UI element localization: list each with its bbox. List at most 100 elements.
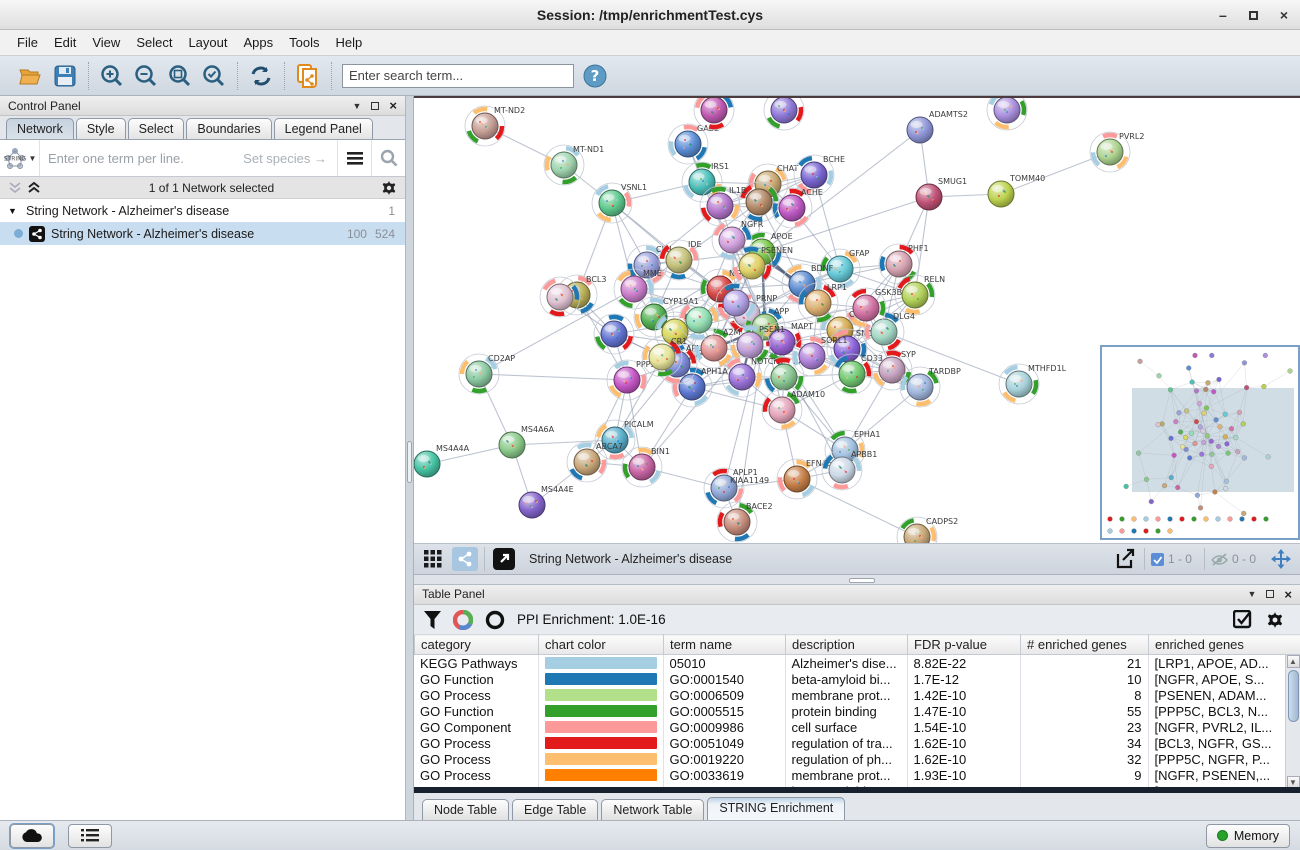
pie-chart-icon[interactable] [453, 609, 473, 630]
network-node[interactable]: PSENEN [731, 245, 793, 287]
collapse-all-icon[interactable] [8, 181, 23, 194]
network-node[interactable]: IL1B [699, 185, 746, 227]
select-all-check-icon[interactable] [1233, 610, 1252, 629]
scrollbar-thumb[interactable] [1287, 670, 1299, 723]
network-node[interactable]: PICALM [594, 419, 654, 461]
col-term-name[interactable]: term name [663, 634, 786, 656]
network-node[interactable] [715, 282, 757, 324]
network-node[interactable]: BCHE [793, 154, 845, 196]
table-splitter-grip[interactable] [849, 578, 875, 583]
network-node[interactable]: PSEN1 [729, 324, 785, 366]
cloud-tasks-button[interactable] [10, 823, 54, 848]
tree-expand-icon[interactable]: ▼ [8, 205, 17, 216]
table-row[interactable]: GO Process GO:0006509 membrane prot... 1.42… [414, 687, 1300, 704]
table-scrollbar[interactable]: ▲ ▼ [1285, 655, 1300, 788]
panel-menu-icon[interactable]: ▼ [352, 100, 362, 111]
table-row[interactable]: GO Process GO:0050435beta-amyloid m...2.0… [414, 783, 1300, 788]
table-row[interactable]: GO Process GO:0033619 membrane prot... 1.93… [414, 767, 1300, 784]
navigator-toggle-icon[interactable] [1268, 547, 1294, 571]
network-node[interactable] [986, 98, 1028, 131]
tab-network[interactable]: Network [6, 118, 74, 139]
network-node[interactable]: PVRL2 [1089, 131, 1144, 173]
table-splitter[interactable] [414, 575, 1300, 585]
minimize-button[interactable]: – [1219, 7, 1227, 23]
table-row[interactable]: KEGG Pathways 05010 Alzheimer's dise... 8.8… [414, 655, 1300, 672]
string-search-icon[interactable] [371, 140, 405, 176]
network-options-gear-icon[interactable] [381, 180, 397, 196]
table-row[interactable]: GO Component GO:0009986 cell surface 1.54E-… [414, 719, 1300, 736]
string-query-input[interactable]: Enter one term per line. Set species → [40, 151, 337, 166]
set-species-label[interactable]: Set species → [243, 150, 327, 166]
network-node[interactable]: MS4A4E [518, 485, 574, 519]
col-genes[interactable]: enriched genes [1148, 634, 1300, 656]
network-node[interactable]: APBB1 [821, 449, 877, 491]
network-node[interactable]: MS4A6A [498, 425, 555, 459]
network-node[interactable]: GFAP [819, 248, 870, 290]
col-gene-count[interactable]: # enriched genes [1020, 634, 1149, 656]
network-node[interactable]: LRP1 [797, 282, 847, 324]
network-node[interactable] [678, 299, 720, 341]
col-description[interactable]: description [785, 634, 908, 656]
network-node[interactable]: VSNL1 [591, 182, 647, 224]
network-node[interactable]: MT-ND2 [464, 105, 525, 147]
table-hscrollbar[interactable] [414, 787, 1300, 794]
maximize-button[interactable] [1248, 10, 1258, 20]
network-node[interactable]: CD2AP [458, 353, 515, 395]
enrichment-settings-gear-icon[interactable] [1266, 611, 1284, 629]
panel-float-icon[interactable] [371, 101, 380, 110]
network-node[interactable]: A2M [693, 327, 741, 369]
tab-boundaries[interactable]: Boundaries [186, 118, 272, 139]
menu-file[interactable]: File [17, 35, 38, 50]
network-node[interactable]: CR1 [641, 336, 687, 378]
network-node[interactable]: BACE2 [716, 501, 773, 543]
zoom-in-icon[interactable] [99, 63, 125, 89]
network-node[interactable]: ADAMTS2 [906, 110, 968, 144]
network-node[interactable]: GAB2 [667, 123, 719, 165]
grid-view-icon[interactable] [420, 547, 446, 571]
network-node[interactable]: BIN1 [621, 446, 670, 488]
network-node[interactable]: NOTCH1 [721, 356, 784, 398]
zoom-out-icon[interactable] [133, 63, 159, 89]
network-node[interactable]: TOMM40 [987, 174, 1045, 208]
network-node[interactable]: MT-ND1 [543, 144, 604, 186]
refresh-network-icon[interactable] [248, 63, 274, 89]
ring-chart-icon[interactable] [485, 610, 505, 630]
network-node[interactable]: MME [613, 268, 662, 310]
table-panel-float-icon[interactable] [1266, 590, 1275, 599]
save-session-icon[interactable] [52, 63, 78, 89]
tab-legend-panel[interactable]: Legend Panel [273, 118, 373, 139]
network-node[interactable]: MAPT [761, 321, 813, 363]
expand-all-icon[interactable] [27, 181, 42, 194]
panel-close-icon[interactable]: × [389, 98, 397, 113]
memory-button[interactable]: Memory [1205, 823, 1290, 848]
tab-select[interactable]: Select [127, 118, 185, 139]
network-node[interactable]: TARDBP [899, 366, 961, 408]
menu-layout[interactable]: Layout [188, 35, 228, 50]
scroll-down-icon[interactable]: ▼ [1286, 776, 1300, 788]
menu-tools[interactable]: Tools [289, 35, 320, 50]
network-node[interactable]: IDE [658, 239, 702, 281]
network-node[interactable] [539, 276, 581, 318]
menu-help[interactable]: Help [335, 35, 363, 50]
network-node[interactable]: RELN [894, 274, 945, 316]
open-session-icon[interactable] [18, 63, 44, 89]
scroll-up-icon[interactable]: ▲ [1286, 655, 1300, 669]
tree-row-network[interactable]: String Network - Alzheimer's disease 100… [0, 222, 405, 245]
panel-splitter[interactable] [406, 96, 414, 820]
zoom-fit-icon[interactable] [167, 63, 193, 89]
tab-style[interactable]: Style [75, 118, 126, 139]
network-navigator[interactable] [1100, 345, 1300, 540]
network-node[interactable]: SORL1 [791, 335, 847, 377]
network-node[interactable]: CD33 [831, 353, 883, 395]
open-in-browser-icon[interactable] [491, 547, 517, 571]
navigator-map[interactable] [1102, 347, 1298, 538]
network-node[interactable]: PHF1 [878, 243, 929, 285]
network-node[interactable] [763, 98, 805, 131]
network-share-icon[interactable] [452, 547, 478, 571]
col-category[interactable]: category [414, 634, 539, 656]
network-node[interactable]: ACHE [771, 187, 823, 229]
menu-edit[interactable]: Edit [53, 35, 77, 50]
close-button[interactable]: × [1279, 7, 1288, 23]
tab-edge-table[interactable]: Edge Table [512, 799, 599, 820]
